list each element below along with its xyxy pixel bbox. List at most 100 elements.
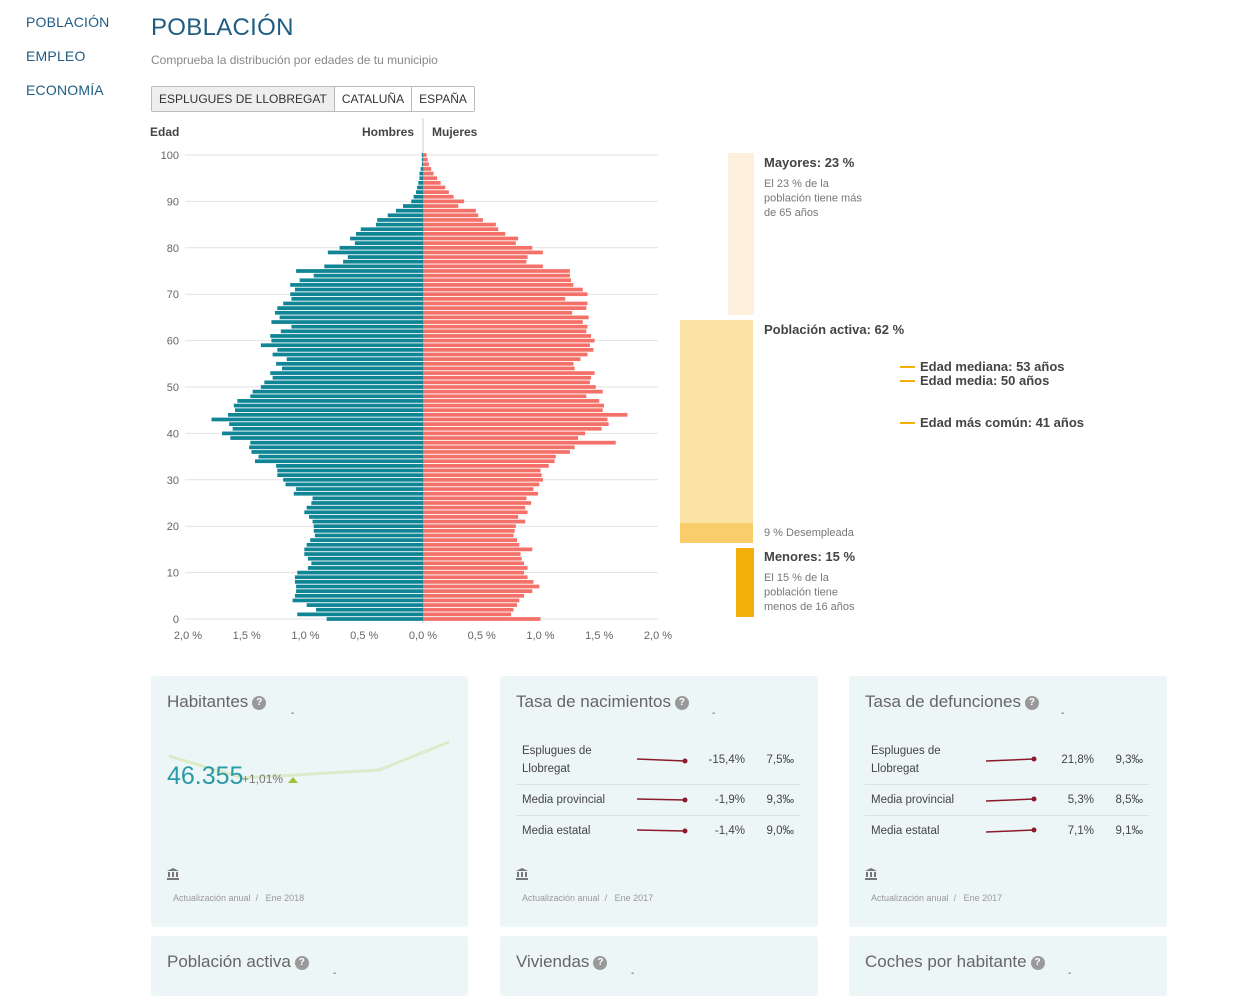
bar-mujeres [423,412,628,417]
dash-label: - [1061,708,1065,719]
bar-hombres [403,204,423,208]
bar-mujeres [423,208,476,213]
bar-mujeres [423,482,540,487]
bar-mujeres [423,385,596,389]
page-subtitle: Comprueba la distribución por edades de … [151,53,438,67]
bar-hombres [304,547,423,552]
trend-sparkline [986,756,1037,762]
bar-hombres [297,612,423,617]
bar-mujeres [423,371,595,375]
row-change: -1,4% [714,825,745,837]
trend-sparkline [986,827,1037,833]
bar-mujeres [423,403,604,408]
bar-mujeres [423,593,525,598]
bar-hombres [280,329,423,334]
institution-icon [516,868,528,883]
card-tasa-nacimientos: Tasa de nacimientos? - Esplugues de Llob… [500,676,818,927]
bar-hombres [293,491,423,496]
series-label-mujeres: Mujeres [432,125,478,139]
bar-mujeres [423,232,506,236]
bar-hombres [272,352,423,357]
help-icon[interactable]: ? [252,695,267,710]
bar-mujeres [423,477,543,482]
bar-hombres [254,459,423,464]
nav-item-economia[interactable]: ECONOMÍA [26,82,104,98]
bar-mujeres [423,598,520,603]
help-icon[interactable]: ? [1024,695,1039,710]
bar-mujeres [423,533,514,538]
bar-hombres [421,157,423,162]
bar-hombres [304,552,423,556]
series-label-hombres: Hombres [362,125,414,139]
desempleada-label: 9 % Desempleada [764,527,855,539]
bar-hombres [419,171,423,176]
bar-mujeres [423,501,532,505]
bar-mujeres [423,519,526,524]
bar-mujeres [423,570,525,575]
bar-hombres [292,598,423,603]
bar-hombres [279,315,423,320]
bar-mujeres [423,459,555,464]
stat-label: Edad mediana: 53 años [920,359,1065,374]
bar-mujeres [423,487,534,491]
bar-hombres [312,519,423,524]
tab-esplugues[interactable]: ESPLUGUES DE LLOBREGAT [152,87,335,111]
bar-mujeres [423,227,499,232]
bar-hombres [276,464,423,468]
up-arrow-icon [288,776,299,783]
bar-mujeres [423,538,517,542]
bar-mujeres [423,454,556,459]
nav-item-poblacion[interactable]: POBLACIÓN [26,14,110,30]
bar-hombres [229,422,423,426]
bar-mujeres [423,417,608,422]
bar-hombres [272,375,423,380]
bar-hombres [360,227,423,232]
bar-hombres [377,218,423,222]
help-icon[interactable]: ? [674,695,689,710]
bar-mujeres [423,157,428,162]
bar-mujeres [423,310,573,315]
bar-hombres [421,153,423,157]
bar-hombres [306,603,423,607]
help-icon[interactable]: ? [294,955,309,970]
bar-mujeres [423,259,527,264]
bar-mujeres [423,278,572,283]
bar-hombres [311,501,423,505]
bar-mujeres [423,552,521,556]
row-name: Media estatal [522,825,591,837]
bar-hombres [343,259,423,264]
row-value: 7,5‰ [766,754,795,766]
x-tick-label: 1,5 % [233,630,261,642]
bar-mujeres [423,496,527,501]
bar-hombres [419,176,423,181]
bar-hombres [227,412,423,417]
bar-mujeres [423,236,519,241]
tab-espana[interactable]: ESPAÑA [412,87,474,111]
bar-hombres [294,580,423,584]
bar-mujeres [423,222,496,227]
row-value: 9,3‰ [766,794,795,806]
card-title-text: Viviendas [516,952,590,971]
bar-hombres [270,334,423,338]
help-icon[interactable]: ? [593,955,608,970]
bar-hombres [299,278,423,283]
x-tick-label: 2,0 % [644,630,672,642]
y-tick-label: 0 [173,614,179,626]
bar-mujeres [423,436,579,440]
institution-icon [865,868,877,883]
help-icon[interactable]: ? [1030,955,1045,970]
bar-mujeres [423,306,587,310]
block-menores [736,548,754,617]
mayores-desc-line: El 23 % de la [764,178,830,190]
nav-item-empleo[interactable]: EMPLEO [26,48,86,64]
bar-hombres [307,566,423,570]
table-row: Media estatal 7,1% 9,1‰ [865,816,1149,846]
dash-label: - [631,968,635,979]
mayores-desc-line: población tiene más [764,193,862,205]
y-tick-label: 90 [167,196,179,208]
tab-cataluna[interactable]: CATALUÑA [334,87,413,111]
bar-hombres [313,528,423,533]
y-tick-label: 10 [167,568,179,580]
bar-mujeres [423,329,587,334]
bar-mujeres [423,566,528,570]
